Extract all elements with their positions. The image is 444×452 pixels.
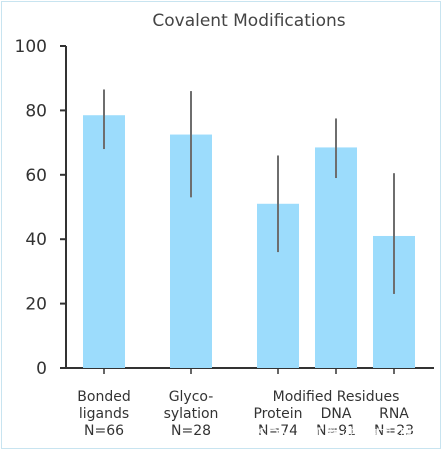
x-label-rna-line-1: RNA	[379, 406, 409, 422]
y-tick-label-80: 80	[25, 101, 47, 121]
chart-title: Covalent Modifications	[152, 11, 345, 31]
x-label-glyco-line-3: N=28	[171, 423, 211, 439]
x-label-bonded-line-2: ligands	[79, 406, 129, 422]
x-label-bonded-line-3: N=66	[84, 423, 124, 439]
x-label-glyco-line-2: sylation	[164, 406, 219, 422]
watermark: CSDN @不断进步的咕咕怪	[247, 425, 430, 443]
x-label-protein-line-1: Protein	[253, 406, 302, 422]
x-label-dna-line-2: N=91	[316, 423, 356, 439]
y-tick-label-0: 0	[36, 359, 47, 379]
error-bars	[103, 89, 395, 294]
x-label-rna-line-2: N=23	[374, 423, 414, 439]
axes: 0 20 40 60 80 100	[15, 37, 434, 379]
bar-bonded	[83, 115, 125, 368]
y-tick-label-40: 40	[25, 230, 47, 250]
x-label-protein-line-2: N=74	[258, 423, 298, 439]
bars	[83, 115, 415, 368]
group-label-modified-residues: Modified Residues	[273, 389, 400, 405]
bar-dna	[315, 147, 357, 368]
y-tick-label-60: 60	[25, 166, 47, 186]
y-tick-label-20: 20	[25, 295, 47, 315]
x-label-glyco-line-1: Glyco-	[169, 389, 214, 405]
x-label-bonded-line-1: Bonded	[77, 389, 130, 405]
y-tick-label-100: 100	[15, 37, 47, 57]
x-label-dna-line-1: DNA	[321, 406, 352, 422]
